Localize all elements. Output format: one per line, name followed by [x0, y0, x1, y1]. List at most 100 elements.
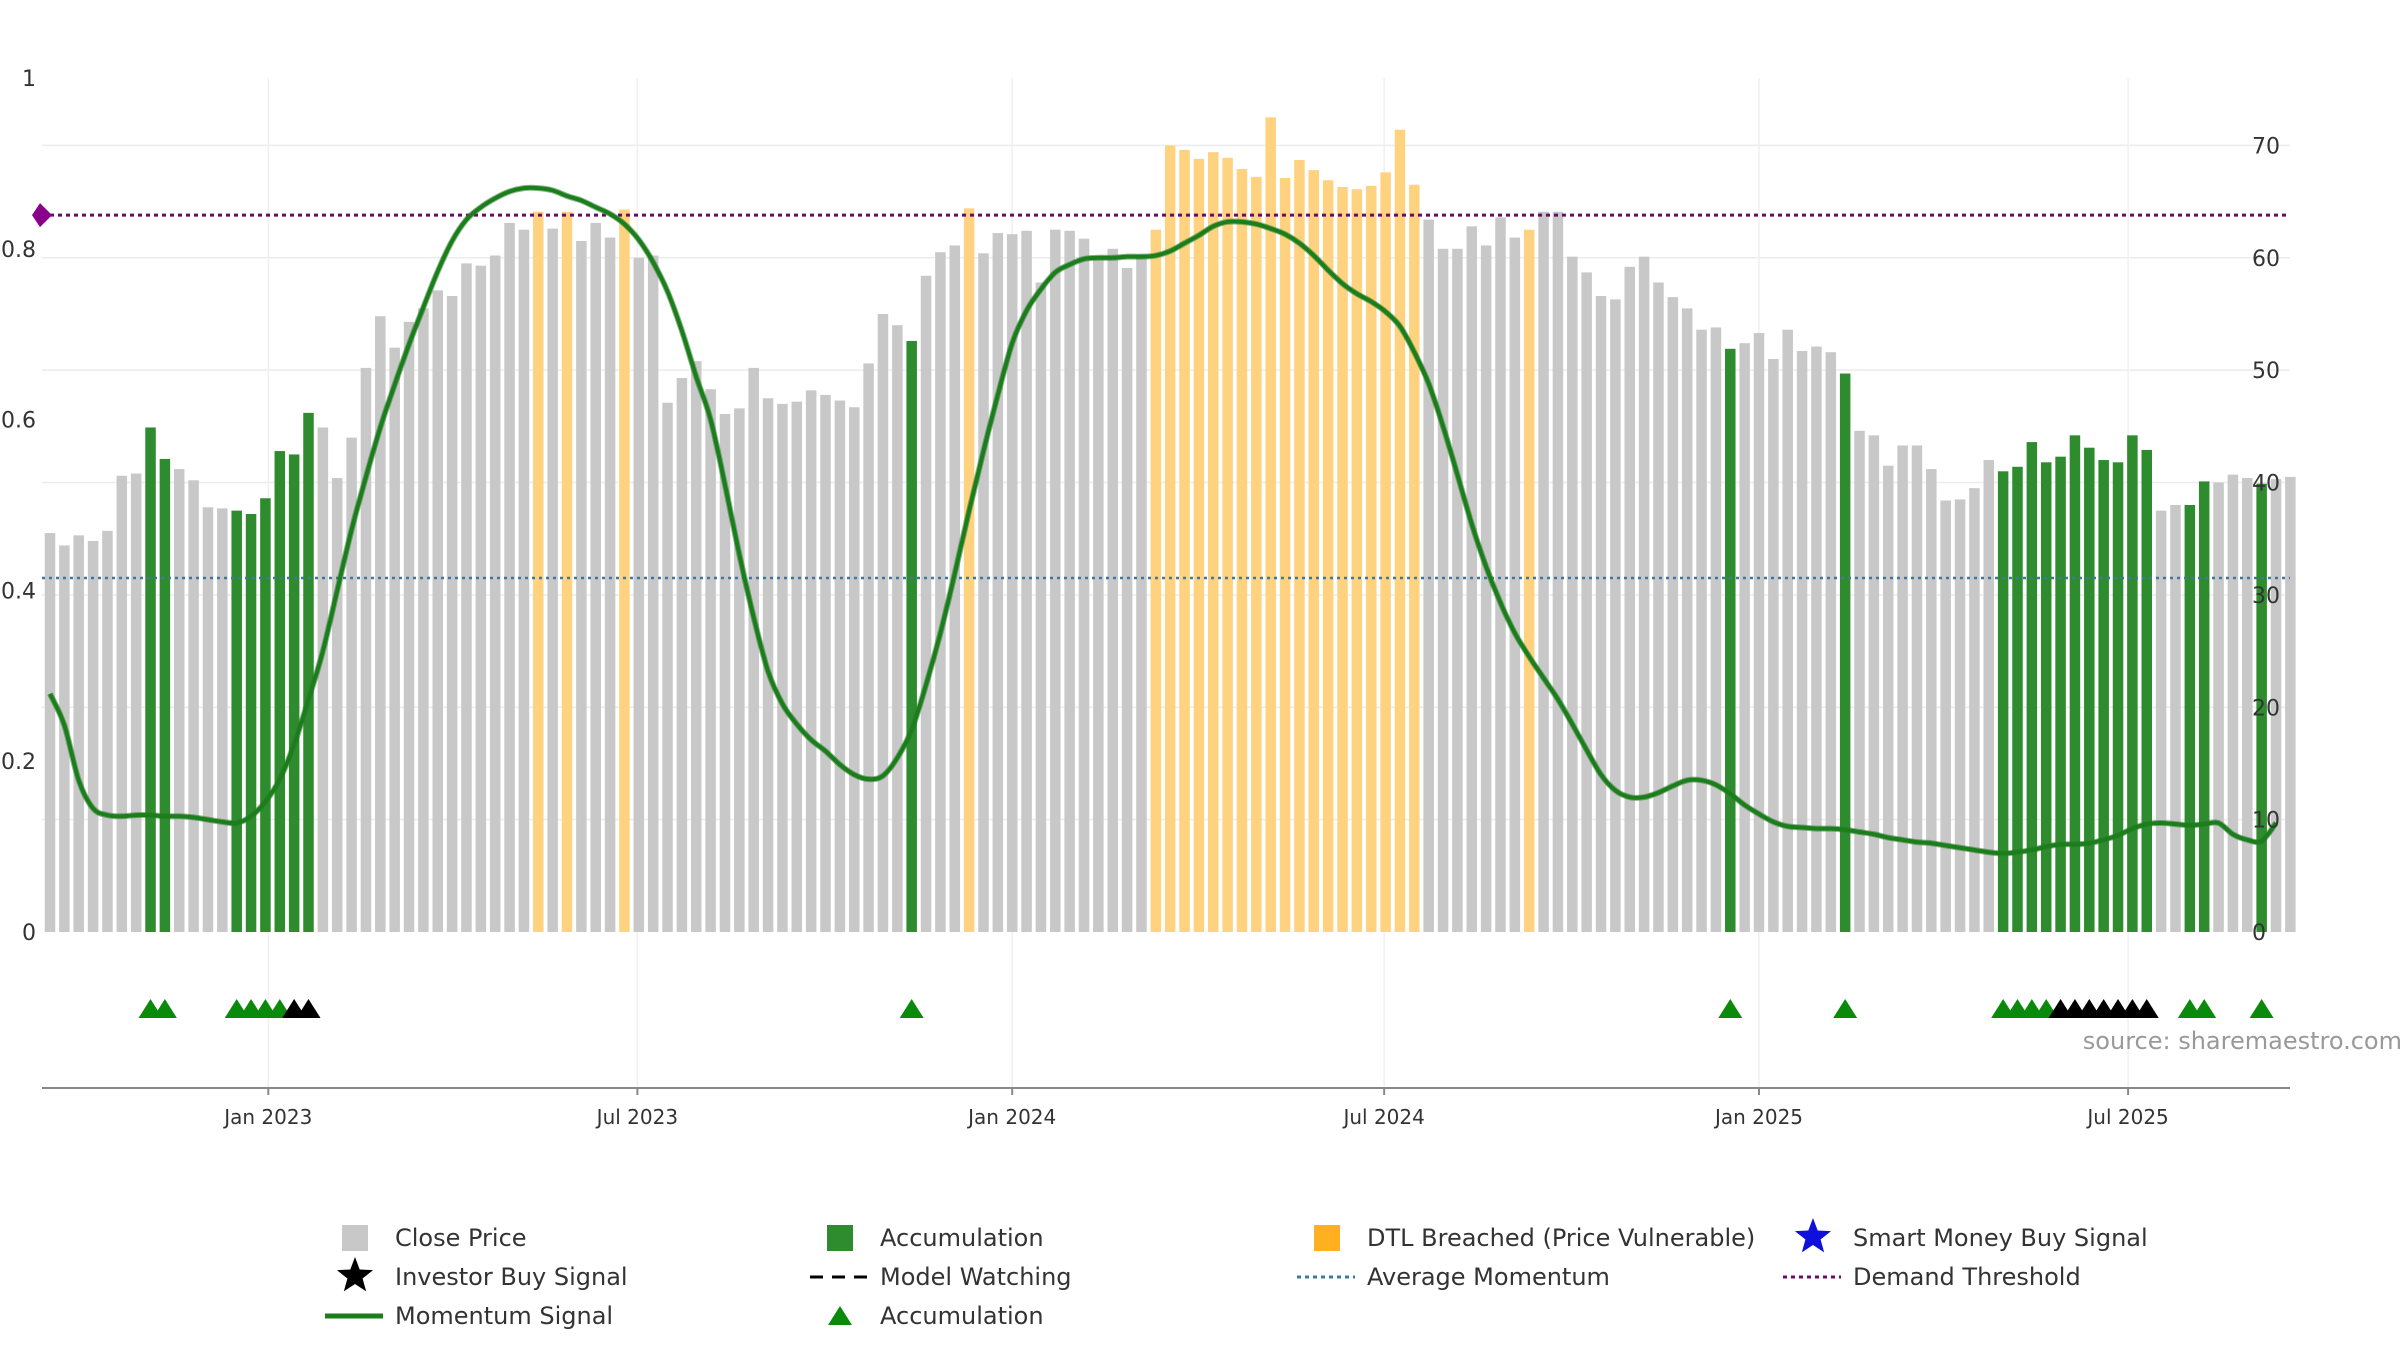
- close-price-bar: [446, 295, 458, 932]
- close-price-bar: [1107, 248, 1118, 933]
- close-price-bar: [403, 321, 415, 932]
- demand-threshold-marker: [32, 203, 52, 228]
- close-price-bar: [633, 257, 645, 933]
- accumulation-bar: [288, 454, 300, 932]
- close-price-bar: [331, 478, 343, 932]
- close-price-bar: [130, 473, 142, 932]
- accumulation-bar: [1997, 471, 2009, 932]
- accumulation-bar: [2012, 466, 2023, 932]
- close-price-bar: [834, 400, 846, 932]
- close-price-bar: [1983, 460, 1995, 932]
- accumulation-bar: [1725, 348, 1736, 933]
- date-tick-label: Jan 2025: [1713, 1105, 1803, 1129]
- legend-label: Smart Money Buy Signal: [1853, 1224, 2148, 1252]
- left-tick-label: 0.6: [1, 409, 36, 434]
- close-price-bar: [992, 233, 1004, 932]
- close-price-bar: [791, 401, 803, 932]
- momentum-signal-line: [48, 185, 2278, 856]
- accumulation-bar: [245, 513, 257, 932]
- close-price-bar: [748, 367, 759, 932]
- legend-entry: Momentum Signal: [325, 1302, 613, 1330]
- accumulation-marker: [2192, 999, 2217, 1018]
- accumulation-bar: [303, 412, 314, 932]
- dtl-breached-bar: [561, 211, 573, 933]
- triangle-icon: [828, 1306, 852, 1325]
- date-tick-label: Jan 2023: [222, 1105, 312, 1129]
- close-price-bar: [647, 255, 659, 932]
- dtl-breached-bar: [1251, 176, 1262, 932]
- accumulation-marker: [899, 999, 924, 1018]
- close-price-bar: [174, 469, 185, 932]
- close-price-bar: [2213, 482, 2224, 932]
- close-price-bar: [1595, 295, 1607, 932]
- right-tick-label: 10: [2252, 809, 2280, 834]
- close-price-bar: [1954, 499, 1966, 932]
- close-price-bar: [1739, 343, 1750, 933]
- dtl-breached-bar: [1337, 186, 1348, 932]
- right-tick-label: 30: [2252, 584, 2280, 609]
- source-label: source: sharemaestro.com: [2083, 1027, 2400, 1055]
- close-price-bar: [805, 390, 817, 932]
- legend-label: Close Price: [395, 1224, 527, 1252]
- dtl-breached-bar: [1208, 152, 1219, 933]
- right-tick-label: 0: [2252, 921, 2266, 946]
- dtl-breached-bar: [1380, 172, 1391, 933]
- close-price-bar: [1681, 308, 1693, 933]
- close-price-bar: [935, 252, 946, 933]
- close-price-bar: [346, 437, 357, 932]
- close-price-bar: [1610, 299, 1621, 932]
- dtl-breached-bar: [1409, 184, 1420, 932]
- close-price-bar: [1868, 435, 1880, 932]
- left-tick-label: 0.8: [1, 238, 36, 263]
- legend-label: Accumulation: [880, 1224, 1044, 1252]
- legend-entry: Accumulation: [827, 1224, 1044, 1252]
- accumulation-bar: [2055, 456, 2066, 932]
- accumulation-bar: [159, 458, 171, 932]
- close-price-bar: [1825, 352, 1837, 932]
- close-price-bar: [1509, 237, 1521, 932]
- legend: Close Price Accumulation DTL Breached (Pri…: [325, 1218, 2148, 1330]
- dtl-breached-bar: [1222, 157, 1233, 932]
- close-price-bar: [719, 413, 731, 932]
- accumulation-bar: [2141, 449, 2152, 932]
- close-price-bar: [1653, 282, 1664, 933]
- close-price-bar: [1480, 245, 1492, 932]
- close-price-bar: [1969, 488, 1980, 932]
- star-icon: [336, 1257, 374, 1292]
- accumulation-bar: [231, 510, 242, 932]
- dtl-breached-bar: [963, 208, 975, 933]
- legend-entry: Average Momentum: [1297, 1263, 1610, 1291]
- right-tick-label: 50: [2252, 359, 2280, 384]
- legend-label: Momentum Signal: [395, 1302, 613, 1330]
- accumulation-marker: [1833, 999, 1858, 1018]
- date-tick-label: Jul 2024: [1341, 1105, 1424, 1129]
- legend-entry: Model Watching: [810, 1263, 1072, 1291]
- close-price-bar: [1624, 266, 1635, 933]
- close-price-bar: [877, 313, 889, 932]
- close-price-bar: [1581, 272, 1592, 933]
- close-price-bar: [863, 363, 874, 933]
- close-price-bar: [1121, 267, 1133, 933]
- close-price-bar: [1926, 469, 1937, 932]
- close-price-bar: [1538, 211, 1549, 933]
- close-price-bar: [1064, 230, 1075, 933]
- close-price-bar: [116, 475, 128, 932]
- accumulation-marker: [2249, 999, 2274, 1018]
- accumulation-marker: [1718, 999, 1743, 1018]
- accumulation-bar: [906, 340, 917, 932]
- dtl-breached-bar: [1294, 160, 1305, 933]
- close-price-bar: [1452, 248, 1463, 933]
- close-price-bar: [1006, 234, 1018, 932]
- legend-entry: Close Price: [342, 1224, 527, 1252]
- legend-label: Average Momentum: [1367, 1263, 1610, 1291]
- accumulation-bar: [2184, 505, 2196, 932]
- legend-entry: Demand Threshold: [1783, 1263, 2081, 1291]
- close-price-bar: [1667, 297, 1679, 932]
- close-price-bar: [2242, 478, 2253, 932]
- close-price-bar: [44, 533, 56, 932]
- close-price-bar: [734, 408, 745, 932]
- legend-label: Model Watching: [880, 1263, 1072, 1291]
- close-price-bar: [1021, 230, 1032, 933]
- close-price-bar: [418, 308, 429, 933]
- close-price-bar: [920, 275, 932, 932]
